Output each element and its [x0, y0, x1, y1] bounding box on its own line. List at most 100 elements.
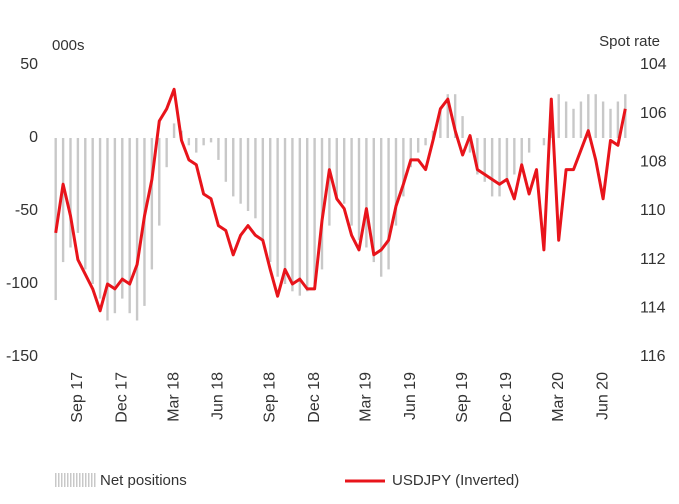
- bar: [424, 138, 427, 146]
- y2-tick-label: 112: [640, 251, 666, 268]
- x-tick-label: Mar 18: [165, 372, 182, 422]
- legend-swatch: [94, 473, 96, 487]
- bar: [121, 138, 124, 299]
- x-tick-label: Sep 19: [454, 372, 471, 423]
- bar: [498, 138, 501, 197]
- x-tick-label: Sep 17: [69, 372, 86, 423]
- legend-swatch: [76, 473, 78, 487]
- bar: [261, 138, 265, 241]
- bar: [239, 138, 242, 204]
- bar: [106, 138, 109, 321]
- bar: [527, 138, 531, 153]
- y2-tick-label: 114: [640, 300, 666, 317]
- x-tick-label: Mar 19: [358, 372, 375, 422]
- bar: [246, 138, 250, 211]
- bar: [291, 138, 294, 292]
- bar: [283, 138, 287, 284]
- legend-swatch: [73, 473, 75, 487]
- bar: [320, 138, 324, 270]
- legend-swatch: [82, 473, 84, 487]
- bar: [165, 138, 168, 168]
- bar: [542, 138, 546, 146]
- bar: [269, 138, 272, 263]
- bar: [98, 138, 102, 299]
- bar: [387, 138, 390, 270]
- bar: [172, 123, 176, 138]
- legend-swatch: [61, 473, 63, 487]
- bar: [224, 138, 228, 182]
- bar: [587, 94, 590, 138]
- x-tick-label: Jun 19: [402, 372, 419, 420]
- legend-swatch: [88, 473, 90, 487]
- bar: [609, 108, 612, 138]
- bar: [520, 138, 523, 168]
- legend-swatch: [55, 473, 57, 487]
- bar: [439, 108, 442, 138]
- y-tick-label: -100: [6, 275, 38, 292]
- legend-swatch: [67, 473, 69, 487]
- x-tick-label: Jun 18: [210, 372, 227, 420]
- bar: [135, 138, 139, 321]
- bar: [513, 138, 516, 175]
- bar: [335, 138, 339, 197]
- bar: [446, 94, 449, 138]
- bar: [557, 94, 560, 138]
- y-tick-label: -150: [6, 348, 38, 365]
- bar: [564, 101, 568, 138]
- x-tick-label: Dec 18: [306, 372, 323, 423]
- bar: [453, 94, 457, 138]
- bar: [365, 138, 368, 248]
- bar: [328, 138, 331, 226]
- y2-tick-label: 104: [640, 56, 667, 73]
- bar: [298, 138, 302, 296]
- y2-axis-title: Spot rate: [599, 33, 660, 50]
- bar: [616, 101, 620, 138]
- bar: [394, 138, 398, 226]
- bar: [76, 138, 80, 233]
- bar: [113, 138, 117, 314]
- bar: [357, 138, 361, 241]
- bar: [202, 138, 205, 146]
- bar: [342, 138, 346, 204]
- bar: [601, 101, 605, 138]
- y2-tick-label: 116: [640, 348, 666, 365]
- bar: [54, 138, 57, 301]
- bar: [61, 138, 65, 263]
- bar: [483, 138, 486, 182]
- y2-tick-label: 106: [640, 105, 667, 122]
- bar: [217, 138, 220, 160]
- y2-tick-label: 108: [640, 154, 667, 171]
- bar: [209, 138, 213, 143]
- legend-swatch: [64, 473, 66, 487]
- bar: [306, 138, 309, 292]
- legend-swatch: [70, 473, 72, 487]
- y2-tick-label: 110: [640, 202, 666, 219]
- x-tick-label: Jun 20: [594, 372, 611, 420]
- y-tick-label: 50: [20, 56, 38, 73]
- bar: [461, 116, 464, 138]
- x-tick-label: Mar 20: [550, 372, 567, 422]
- bar: [313, 138, 316, 284]
- bar: [409, 138, 412, 168]
- bar: [150, 138, 154, 270]
- bar: [84, 138, 87, 270]
- bar: [379, 138, 383, 277]
- bar: [572, 108, 575, 138]
- line: [54, 87, 627, 313]
- bar: [187, 138, 191, 146]
- bar: [372, 138, 375, 263]
- bar: [579, 101, 583, 138]
- bar: [594, 94, 597, 138]
- bar: [69, 138, 72, 248]
- legend-swatch: [79, 473, 81, 487]
- bar: [128, 138, 131, 314]
- x-tick-label: Dec 17: [113, 372, 130, 423]
- legend-swatch: [91, 473, 93, 487]
- y-tick-label: -50: [15, 202, 38, 219]
- bar: [476, 138, 479, 175]
- bar: [232, 138, 235, 197]
- legend-swatch: [85, 473, 87, 487]
- bar: [276, 138, 279, 277]
- x-tick-label: Dec 19: [498, 372, 515, 423]
